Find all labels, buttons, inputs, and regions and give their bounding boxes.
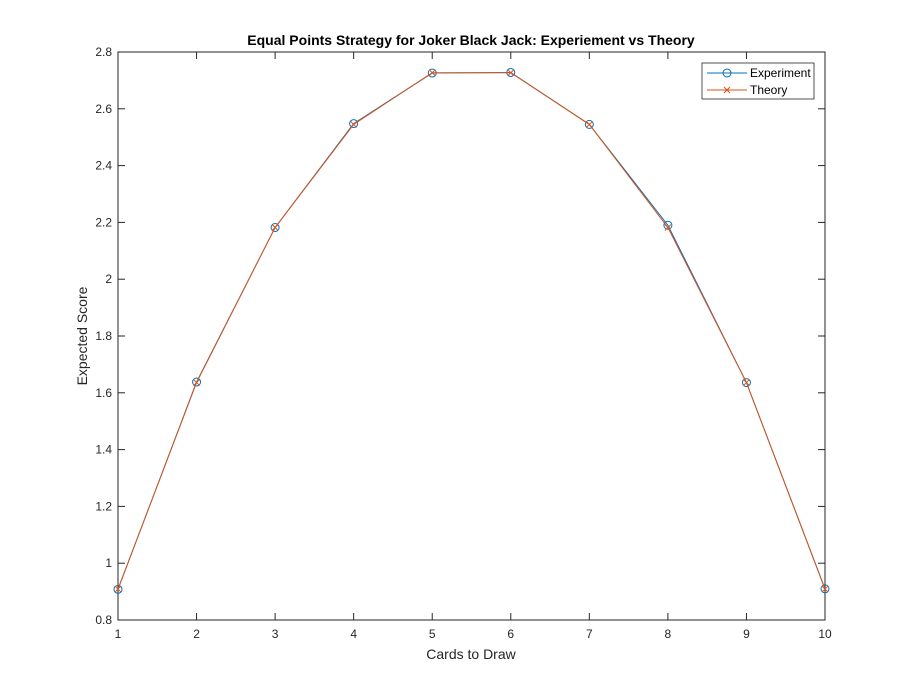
data-point-experiment [663,220,673,230]
legend-label-experiment: Experiment [750,66,811,80]
x-tick-label: 5 [429,627,436,641]
series-layer [113,67,830,594]
series-line-theory [117,72,826,590]
legend-marker-theory [723,86,731,94]
data-point-experiment [584,119,594,129]
y-axis-label: Expected Score [74,286,90,385]
plot-area [117,51,826,621]
x-tick-label: 1 [115,627,122,641]
y-tick-label: 1.4 [95,443,112,457]
data-point-theory [193,379,200,386]
data-point-theory [821,585,829,593]
y-tick-label: 1 [105,556,112,570]
data-point-experiment [741,378,751,388]
data-point-experiment [270,223,280,233]
data-point-theory [428,69,436,77]
x-tick-label: 4 [350,627,357,641]
legend-marker-experiment [722,68,732,78]
data-point-experiment [113,584,123,594]
y-tick-label: 0.8 [95,613,112,627]
y-tick-label: 2.6 [95,102,112,116]
x-tick-label: 10 [818,627,832,641]
data-point-theory [743,379,750,386]
x-tick-label: 2 [193,627,200,641]
data-point-theory [585,121,593,128]
legend-label-theory: Theory [750,83,787,97]
y-tick-label: 2.8 [95,45,112,59]
x-tick-label: 8 [665,627,672,641]
data-point-theory [271,224,279,231]
y-tick-label: 2.2 [95,215,112,229]
chart-title: Equal Points Strategy for Joker Black Ja… [247,32,695,48]
data-point-theory [664,224,672,231]
y-tick-label: 1.6 [95,386,112,400]
y-axis: 0.8 1 1.2 1.4 1.6 1.8 2 2.2 2.4 2.6 2.8 [95,45,825,627]
data-point-experiment [820,584,830,594]
data-point-theory [350,121,358,128]
x-tick-label: 9 [743,627,750,641]
x-axis-label: Cards to Draw [426,646,516,662]
legend: Experiment Theory [701,62,815,100]
data-point-experiment [192,377,202,387]
y-tick-label: 1.8 [95,329,112,343]
y-tick-label: 2 [105,272,112,286]
y-tick-label: 1.2 [95,499,112,513]
data-point-theory [114,585,122,593]
y-tick-label: 2.4 [95,159,112,173]
x-tick-label: 3 [272,627,279,641]
x-tick-label: 7 [586,627,593,641]
data-point-experiment [349,119,359,129]
x-tick-label: 6 [507,627,514,641]
data-point-theory [507,69,515,77]
x-axis: 1 2 3 4 5 6 7 8 9 10 [115,52,832,641]
legend-box [701,62,815,100]
